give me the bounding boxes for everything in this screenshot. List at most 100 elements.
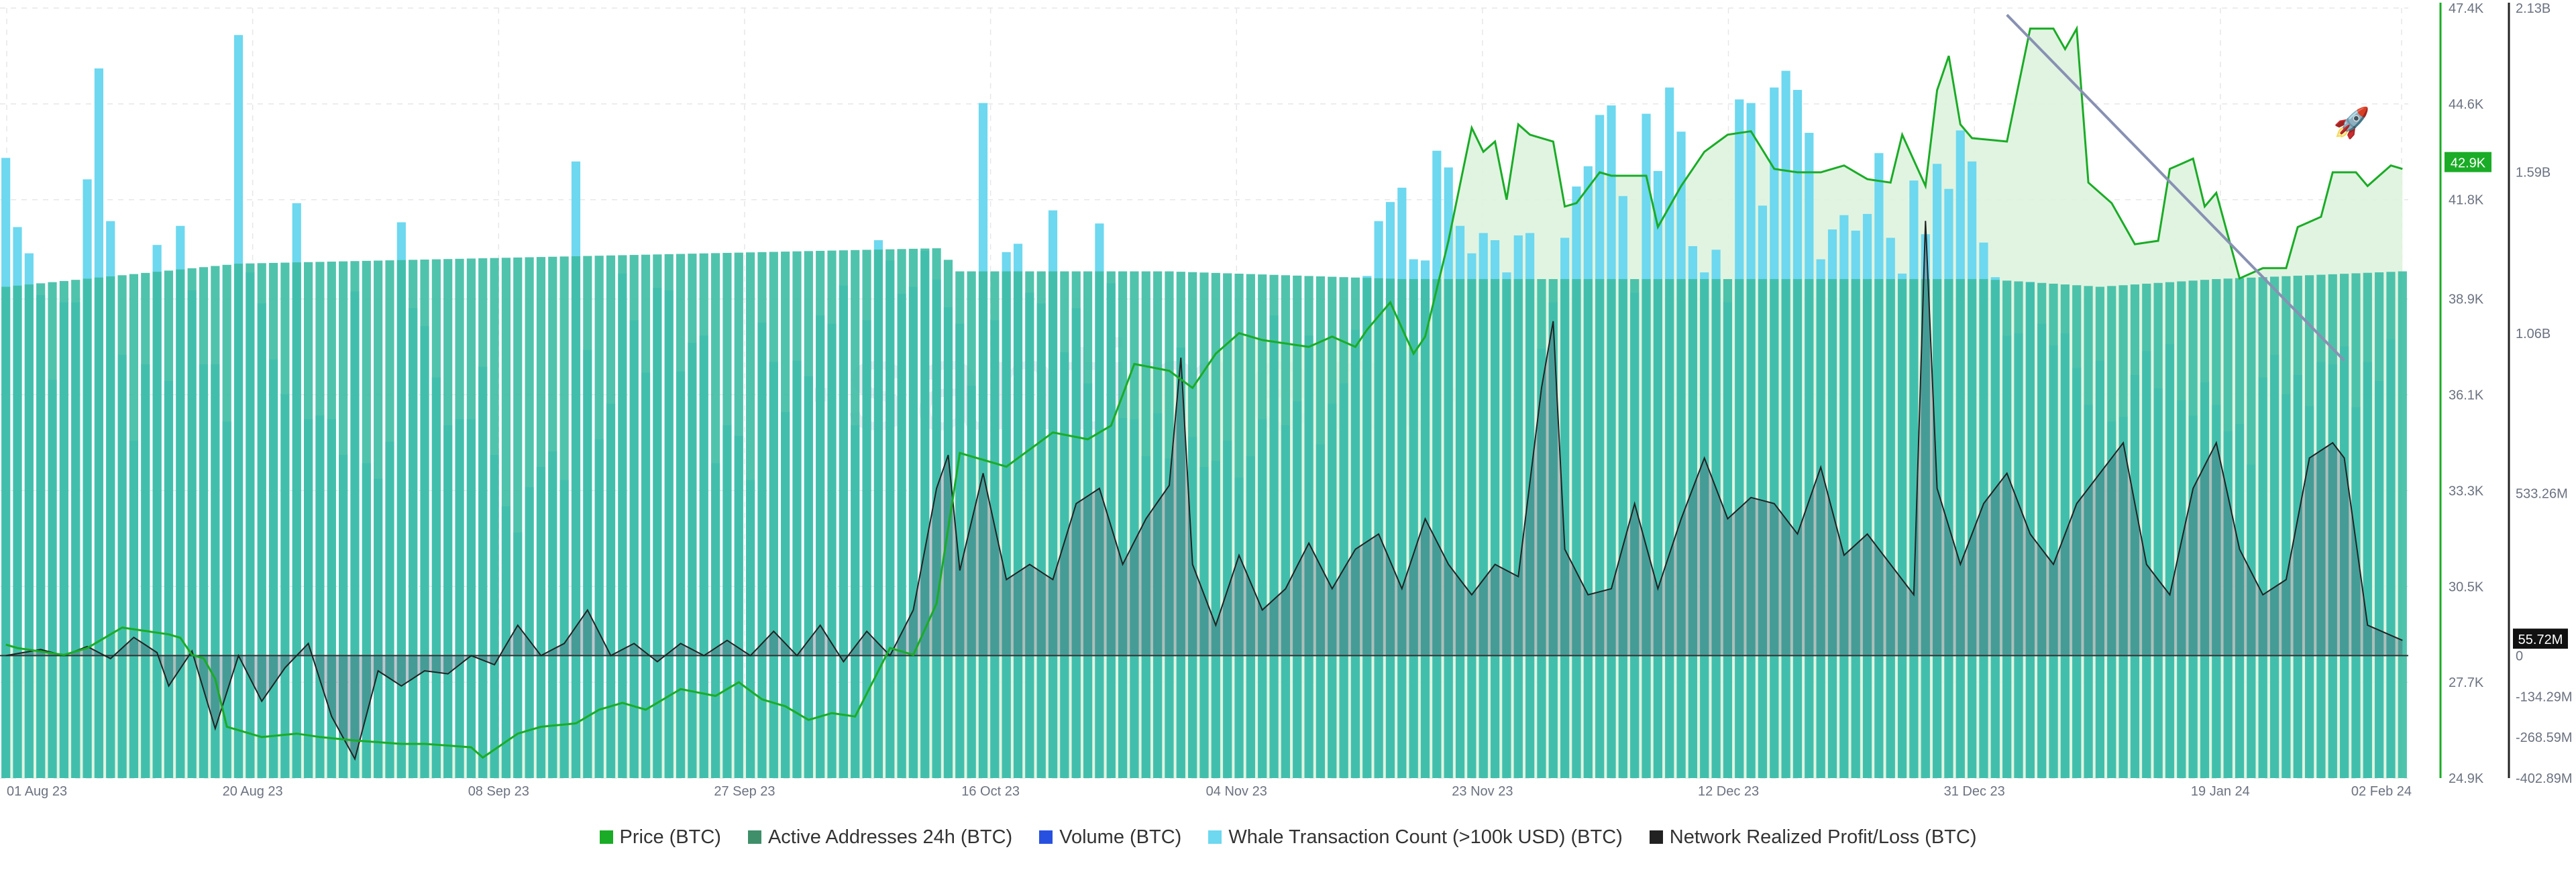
active-address-bar[interactable]	[2304, 275, 2314, 778]
active-address-bar[interactable]	[1095, 271, 1104, 778]
active-address-bar[interactable]	[71, 280, 80, 778]
active-address-bar[interactable]	[1897, 279, 1907, 778]
active-address-bar[interactable]	[932, 248, 941, 778]
active-address-bar[interactable]	[2269, 276, 2279, 778]
active-address-bar[interactable]	[1758, 279, 1768, 778]
active-address-bar[interactable]	[629, 255, 639, 778]
active-address-bar[interactable]	[1862, 279, 1872, 778]
legend-item-3[interactable]: Whale Transaction Count (>100k USD) (BTC…	[1208, 826, 1623, 849]
active-address-bar[interactable]	[618, 255, 627, 778]
active-address-bar[interactable]	[1909, 279, 1919, 778]
active-address-bar[interactable]	[490, 258, 499, 778]
active-address-bar[interactable]	[187, 268, 197, 779]
active-address-bar[interactable]	[1665, 279, 1674, 778]
active-address-bar[interactable]	[304, 262, 313, 778]
drawn-trend-line[interactable]	[2006, 13, 2346, 362]
active-address-bar[interactable]	[327, 262, 336, 778]
active-address-bar[interactable]	[1269, 274, 1279, 779]
active-address-bar[interactable]	[804, 251, 813, 779]
active-address-bar[interactable]	[548, 256, 557, 778]
active-address-bar[interactable]	[1025, 271, 1034, 778]
active-address-bar[interactable]	[653, 254, 662, 778]
active-address-bar[interactable]	[711, 253, 720, 778]
active-address-bar[interactable]	[2142, 283, 2151, 778]
active-address-bar[interactable]	[1968, 279, 1977, 778]
active-address-bars[interactable]	[1, 248, 2407, 779]
active-address-bar[interactable]	[222, 264, 231, 778]
active-address-bar[interactable]	[1258, 274, 1267, 778]
active-address-bar[interactable]	[2130, 284, 2140, 779]
active-address-bar[interactable]	[2235, 278, 2245, 778]
active-address-bar[interactable]	[1432, 279, 1442, 778]
active-address-bar[interactable]	[1781, 279, 1790, 778]
active-address-bar[interactable]	[1211, 272, 1220, 778]
active-address-bar[interactable]	[1711, 279, 1721, 778]
active-address-bar[interactable]	[1630, 279, 1640, 778]
price-line-path[interactable]	[5, 25, 2403, 759]
active-address-bar[interactable]	[1979, 279, 1988, 778]
nrpl-series[interactable]	[0, 221, 2408, 761]
active-address-bar[interactable]	[1874, 279, 1884, 778]
active-address-bar[interactable]	[1990, 280, 2000, 778]
active-address-bar[interactable]	[746, 252, 755, 778]
active-address-bar[interactable]	[2223, 278, 2233, 778]
active-address-bar[interactable]	[1618, 279, 1627, 778]
active-address-bar[interactable]	[2072, 285, 2082, 779]
active-address-bar[interactable]	[2398, 271, 2407, 778]
active-address-bar[interactable]	[280, 262, 290, 778]
active-address-bar[interactable]	[955, 271, 965, 778]
active-address-bar[interactable]	[1153, 271, 1163, 778]
active-address-bar[interactable]	[292, 262, 301, 778]
active-address-bar[interactable]	[862, 250, 871, 778]
active-address-bar[interactable]	[478, 258, 488, 778]
active-address-bar[interactable]	[13, 285, 22, 778]
active-address-bar[interactable]	[420, 259, 429, 779]
active-address-bar[interactable]	[1548, 279, 1558, 778]
active-address-bar[interactable]	[409, 260, 418, 779]
active-address-bar[interactable]	[1409, 279, 1418, 778]
active-address-bar[interactable]	[1827, 279, 1837, 778]
active-address-bar[interactable]	[1560, 279, 1570, 778]
active-address-bar[interactable]	[129, 274, 139, 779]
active-address-bar[interactable]	[2386, 272, 2396, 778]
active-address-bar[interactable]	[1653, 279, 1662, 778]
active-address-bar[interactable]	[641, 254, 651, 778]
active-address-bar[interactable]	[164, 270, 174, 778]
active-address-bar[interactable]	[339, 261, 348, 778]
active-address-bar[interactable]	[1467, 279, 1477, 778]
active-address-bar[interactable]	[792, 251, 802, 779]
active-address-bar[interactable]	[1141, 271, 1150, 778]
active-address-bar[interactable]	[2328, 274, 2337, 778]
active-address-bar[interactable]	[1607, 279, 1616, 778]
active-address-bar[interactable]	[2282, 276, 2291, 779]
active-address-bar[interactable]	[978, 271, 988, 778]
active-address-bar[interactable]	[873, 250, 883, 778]
active-address-bar[interactable]	[2177, 281, 2186, 779]
active-address-bar[interactable]	[885, 249, 895, 778]
active-address-bar[interactable]	[1199, 272, 1209, 778]
active-address-bar[interactable]	[2165, 282, 2175, 778]
active-address-bar[interactable]	[1676, 279, 1686, 778]
active-address-bar[interactable]	[48, 282, 57, 778]
active-address-bar[interactable]	[571, 256, 581, 779]
active-address-bar[interactable]	[1502, 279, 1511, 778]
active-address-bar[interactable]	[816, 250, 825, 778]
active-address-bar[interactable]	[2060, 284, 2070, 779]
active-address-bar[interactable]	[967, 271, 976, 778]
active-address-bar[interactable]	[2316, 274, 2326, 779]
active-address-bar[interactable]	[1921, 279, 1930, 778]
active-address-bar[interactable]	[1770, 279, 1779, 778]
active-address-bar[interactable]	[2340, 274, 2349, 778]
active-address-bar[interactable]	[734, 252, 743, 778]
active-address-bar[interactable]	[1723, 279, 1733, 778]
active-address-bar[interactable]	[559, 256, 569, 778]
active-address-bar[interactable]	[1234, 274, 1244, 778]
nrpl-line[interactable]	[5, 221, 2403, 761]
active-address-bar[interactable]	[676, 254, 686, 778]
active-address-bar[interactable]	[1362, 278, 1372, 778]
active-address-bar[interactable]	[501, 258, 511, 778]
active-address-bar[interactable]	[233, 264, 244, 779]
active-address-bar[interactable]	[1735, 279, 1744, 778]
active-address-bar[interactable]	[1385, 278, 1395, 779]
